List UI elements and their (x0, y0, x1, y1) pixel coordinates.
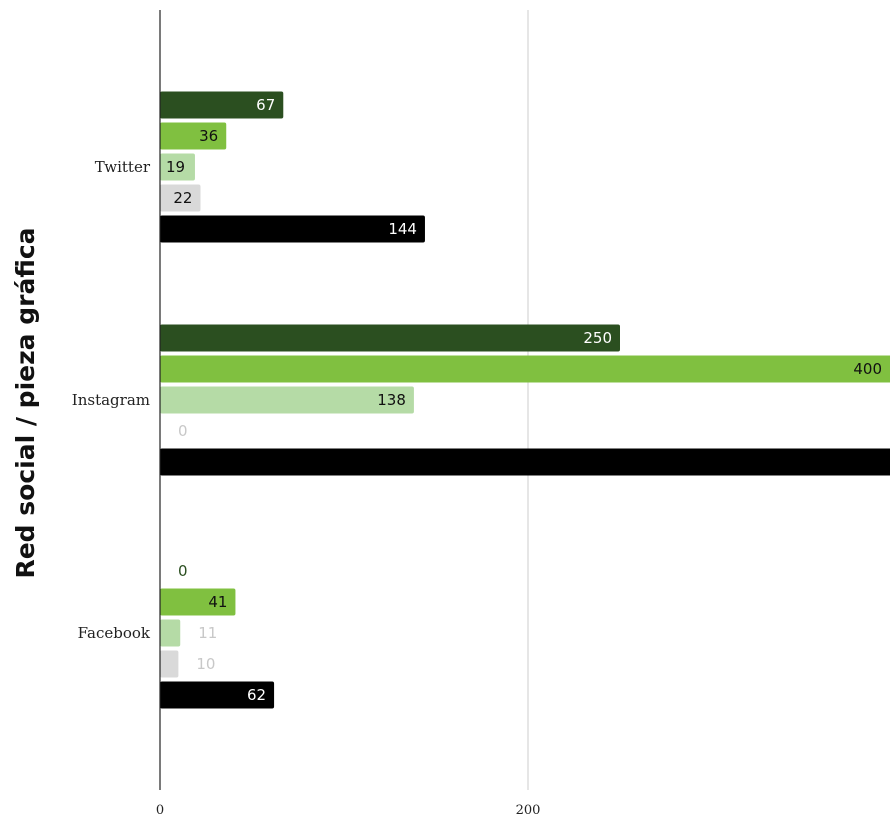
bar-data-label: 144 (388, 220, 417, 238)
bar-data-label: 22 (173, 189, 192, 207)
bar-data-label: 62 (247, 686, 266, 704)
bar (160, 681, 275, 709)
bar-series-group (160, 91, 890, 709)
bar-data-label: 36 (199, 127, 218, 145)
bar-data-label: 138 (377, 391, 406, 409)
x-tick-label: 0 (156, 803, 164, 818)
x-tick-labels-group: 02004 (156, 803, 541, 818)
bar-data-label: 67 (256, 96, 275, 114)
bar (160, 619, 181, 647)
bar-data-label: 0 (178, 562, 188, 580)
category-labels-group: Twitter Instagram Facebook (72, 158, 151, 642)
bar-data-label: 250 (583, 329, 612, 347)
bar-data-label: 19 (166, 158, 185, 176)
bar (160, 650, 179, 678)
bar (160, 448, 890, 476)
bar (160, 215, 425, 243)
bar-data-label: 400 (853, 360, 882, 378)
bar-data-label: 10 (196, 655, 215, 673)
bar (160, 355, 890, 383)
grid-lines (527, 10, 529, 790)
y-axis-title: Red social / pieza gráfica (11, 227, 40, 578)
bar (160, 91, 284, 119)
x-tick-label: 200 (516, 803, 541, 818)
bar (160, 153, 195, 181)
bar (160, 324, 620, 352)
bar-data-label: 0 (178, 422, 188, 440)
bar (160, 588, 236, 616)
bar-labels-group: 67 36 19 22 144 250 400 138 0 0 41 11 10 62 (166, 96, 882, 704)
bar (160, 184, 201, 212)
bar (160, 122, 227, 150)
bar (160, 386, 414, 414)
category-label: Instagram (72, 391, 150, 409)
category-label: Facebook (78, 624, 151, 642)
bar-data-label: 41 (208, 593, 227, 611)
category-label: Twitter (95, 158, 151, 176)
bar-data-label: 11 (198, 624, 217, 642)
